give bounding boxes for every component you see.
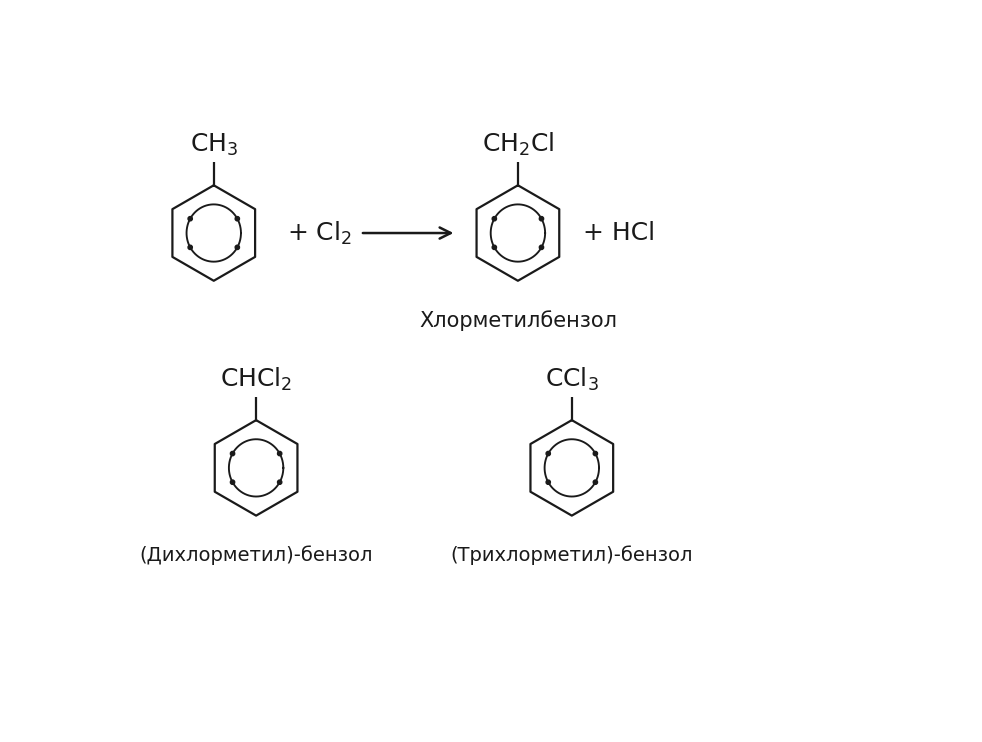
Text: (Трихлорметил)-бензол: (Трихлорметил)-бензол — [451, 545, 693, 565]
Circle shape — [278, 451, 282, 456]
Circle shape — [231, 480, 235, 485]
Circle shape — [546, 451, 550, 456]
Circle shape — [492, 217, 497, 221]
Circle shape — [593, 451, 597, 456]
Circle shape — [188, 245, 192, 249]
Circle shape — [539, 245, 544, 249]
Text: CH$_2$Cl: CH$_2$Cl — [482, 131, 554, 158]
Circle shape — [278, 480, 282, 485]
Text: + Cl$_2$: + Cl$_2$ — [287, 220, 352, 246]
Text: (Дихлорметил)-бензол: (Дихлорметил)-бензол — [139, 545, 373, 565]
Text: Хлорметилбензол: Хлорметилбензол — [419, 310, 617, 331]
Circle shape — [593, 480, 597, 485]
Circle shape — [188, 217, 192, 221]
Text: CHCl$_2$: CHCl$_2$ — [220, 366, 293, 393]
Circle shape — [235, 217, 240, 221]
Text: + HCl: + HCl — [583, 221, 655, 245]
Circle shape — [492, 245, 497, 249]
Text: CCl$_3$: CCl$_3$ — [545, 366, 599, 393]
Circle shape — [546, 480, 550, 485]
Circle shape — [539, 217, 544, 221]
Circle shape — [235, 245, 240, 249]
Text: CH$_3$: CH$_3$ — [190, 132, 238, 158]
Circle shape — [231, 451, 235, 456]
